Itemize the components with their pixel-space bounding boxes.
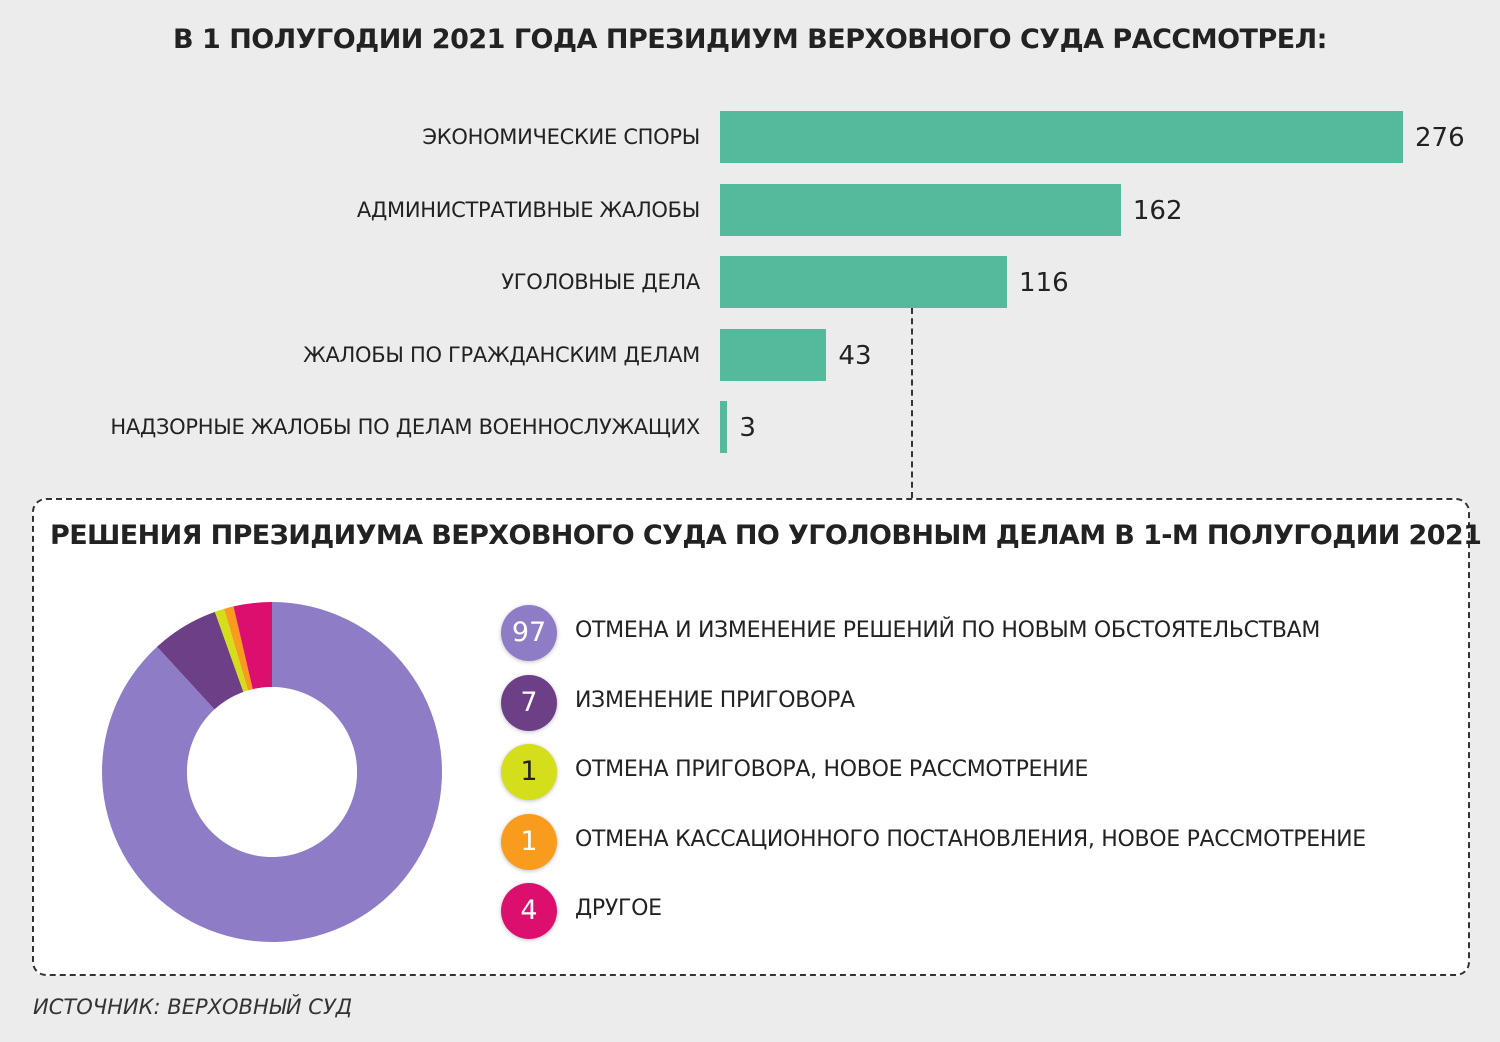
donut-slice — [224, 606, 253, 691]
legend-value-badge: 97 — [501, 605, 557, 661]
bar — [720, 256, 1008, 308]
bar-chart-title: В 1 ПОЛУГОДИИ 2021 ГОДА ПРЕЗИДИУМ ВЕРХОВ… — [173, 24, 1327, 55]
legend-value-badge: 1 — [501, 744, 557, 800]
donut-slice — [214, 608, 249, 692]
bar-value: 43 — [838, 340, 872, 371]
bar — [720, 401, 728, 453]
bar-value: 276 — [1415, 123, 1465, 153]
bar-label: ЭКОНОМИЧЕСКИЕ СПОРЫ — [422, 125, 700, 149]
donut-slice — [233, 602, 272, 690]
bar-label: НАДЗОРНЫЕ ЖАЛОБЫ ПО ДЕЛАМ ВОЕННОСЛУЖАЩИХ — [110, 415, 700, 439]
legend-label: ИЗМЕНЕНИЕ ПРИГОВОРА — [575, 687, 855, 713]
donut-slice — [157, 611, 244, 710]
legend-value-badge: 4 — [501, 883, 557, 939]
legend-value-badge: 7 — [501, 674, 557, 731]
dashed-connector — [911, 308, 913, 498]
bar-value: 3 — [739, 413, 756, 443]
bar-label: ЖАЛОБЫ ПО ГРАЖДАНСКИМ ДЕЛАМ — [303, 342, 700, 367]
bar-label: УГОЛОВНЫЕ ДЕЛА — [501, 270, 700, 294]
bar-value: 162 — [1132, 195, 1183, 226]
legend-label: ОТМЕНА И ИЗМЕНЕНИЕ РЕШЕНИЙ ПО НОВЫМ ОБСТ… — [575, 618, 1321, 643]
bar-value: 116 — [1019, 268, 1069, 298]
legend-label: ДРУГОЕ — [575, 896, 662, 921]
legend-label: ОТМЕНА ПРИГОВОРА, НОВОЕ РАССМОТРЕНИЕ — [575, 757, 1089, 782]
donut-chart-title: РЕШЕНИЯ ПРЕЗИДИУМА ВЕРХОВНОГО СУДА ПО УГ… — [50, 520, 1482, 551]
legend-label: ОТМЕНА КАССАЦИОННОГО ПОСТАНОВЛЕНИЯ, НОВО… — [575, 826, 1366, 852]
bar — [720, 111, 1403, 163]
donut-hole — [187, 687, 357, 857]
source-note: ИСТОЧНИК: ВЕРХОВНЫЙ СУД — [33, 995, 353, 1019]
legend-value-badge: 1 — [501, 813, 557, 870]
donut-chart — [101, 602, 442, 942]
bar-label: АДМИНИСТРАТИВНЫЕ ЖАЛОБЫ — [356, 197, 700, 222]
donut-slice — [101, 602, 442, 942]
bar — [720, 183, 1121, 236]
bar — [720, 328, 827, 381]
